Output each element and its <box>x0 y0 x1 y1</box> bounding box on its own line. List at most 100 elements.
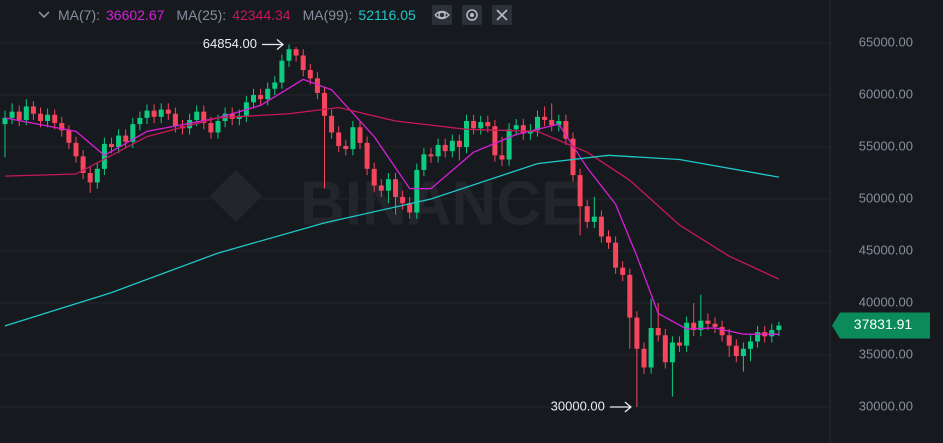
candle-body <box>705 320 711 324</box>
candle-body <box>187 119 193 129</box>
candle-body <box>755 332 761 342</box>
candle-body <box>655 327 661 336</box>
candle-body <box>194 111 200 120</box>
candle-body <box>769 330 775 337</box>
candle-body <box>59 123 65 131</box>
candle-body <box>272 82 278 89</box>
candle-body <box>478 122 484 129</box>
candle-body <box>662 335 668 363</box>
candle-body <box>322 92 327 116</box>
candle-body <box>634 317 640 349</box>
y-tick-label: 40000.00 <box>859 294 913 309</box>
y-tick-label: 55000.00 <box>859 138 913 153</box>
candle-body <box>520 125 526 134</box>
candle-body <box>109 143 114 148</box>
candle-body <box>648 327 654 368</box>
icon <box>496 9 508 21</box>
candle-body <box>442 144 448 152</box>
candle-body <box>677 342 682 346</box>
legend-name: MA(7): <box>58 7 100 23</box>
candle-body <box>94 168 100 183</box>
ma-line <box>4 106 780 280</box>
candle-body <box>378 185 384 191</box>
candle-body <box>265 88 271 100</box>
candle-body <box>712 323 718 327</box>
candle-body <box>329 115 335 133</box>
candle-body <box>535 116 540 131</box>
candle-body <box>258 95 264 100</box>
candle-body <box>293 49 299 56</box>
candle-body <box>421 154 427 170</box>
candle-body <box>591 216 597 222</box>
collapse-icon[interactable] <box>36 7 52 23</box>
candle-body <box>776 325 782 331</box>
ma-line <box>4 154 780 327</box>
candle-body <box>400 196 406 204</box>
candle-body <box>251 95 256 103</box>
candle-body <box>506 129 512 160</box>
candle-body <box>393 179 398 197</box>
candle-body <box>542 116 548 120</box>
candle-body <box>627 274 633 318</box>
candle-body <box>116 135 122 148</box>
candle-body <box>428 154 434 157</box>
candle-body <box>471 121 477 129</box>
candle-body <box>449 140 455 152</box>
candle-body <box>130 124 136 142</box>
candle-body <box>577 175 583 207</box>
candle-body <box>350 127 356 150</box>
legend-value: 42344.34 <box>232 7 291 23</box>
candle-body <box>229 113 235 119</box>
candle-body <box>201 111 207 124</box>
candle-body <box>9 111 15 118</box>
candle-body <box>485 122 491 127</box>
candle-body <box>2 117 8 125</box>
candle-body <box>279 60 285 83</box>
candle-body <box>236 115 242 119</box>
candle-body <box>123 135 129 142</box>
candle-body <box>613 242 619 268</box>
candle-body <box>101 143 107 169</box>
candle-body <box>73 142 79 157</box>
candle-body <box>45 114 51 122</box>
visibility-button[interactable] <box>431 5 452 25</box>
candle-body <box>80 156 86 174</box>
candle-body <box>407 203 413 213</box>
legend-name: MA(25): <box>176 7 227 23</box>
close-button[interactable] <box>491 5 512 25</box>
y-tick-label: 45000.00 <box>859 242 913 257</box>
legend-name: MA(99): <box>302 7 353 23</box>
candle-body <box>456 140 462 148</box>
candle-body <box>144 110 150 118</box>
candle-body <box>385 179 391 191</box>
settings-button[interactable] <box>461 5 482 25</box>
candle-body <box>87 173 93 183</box>
candle-body <box>499 155 505 160</box>
candle-body <box>16 111 22 120</box>
candle-body <box>598 216 604 237</box>
candle-body <box>698 320 704 331</box>
candle-body <box>719 326 725 336</box>
candle-body <box>733 345 739 357</box>
candle-body <box>158 109 164 117</box>
candle-body <box>492 126 498 156</box>
candle-body <box>684 322 690 346</box>
candle-body <box>748 341 753 349</box>
candle-body <box>570 138 576 176</box>
y-tick-label: 60000.00 <box>859 86 913 101</box>
candle-body <box>513 125 519 130</box>
legend: MA(7): 36602.67 MA(25): 42344.34 MA(99): 5211… <box>36 4 512 26</box>
y-tick-label: 30000.00 <box>859 398 913 413</box>
y-tick-label: 65000.00 <box>859 34 913 49</box>
candle-body <box>606 236 611 243</box>
candle-body <box>300 55 306 71</box>
candle-body <box>357 127 363 143</box>
candle-body <box>549 119 555 126</box>
candle-body <box>30 106 36 114</box>
candle-body <box>307 70 313 79</box>
icon <box>466 9 478 21</box>
watermark: BINANCE <box>300 169 582 238</box>
candle-body <box>726 335 732 346</box>
candle-body <box>314 78 320 93</box>
legend-value: 36602.67 <box>106 7 165 23</box>
